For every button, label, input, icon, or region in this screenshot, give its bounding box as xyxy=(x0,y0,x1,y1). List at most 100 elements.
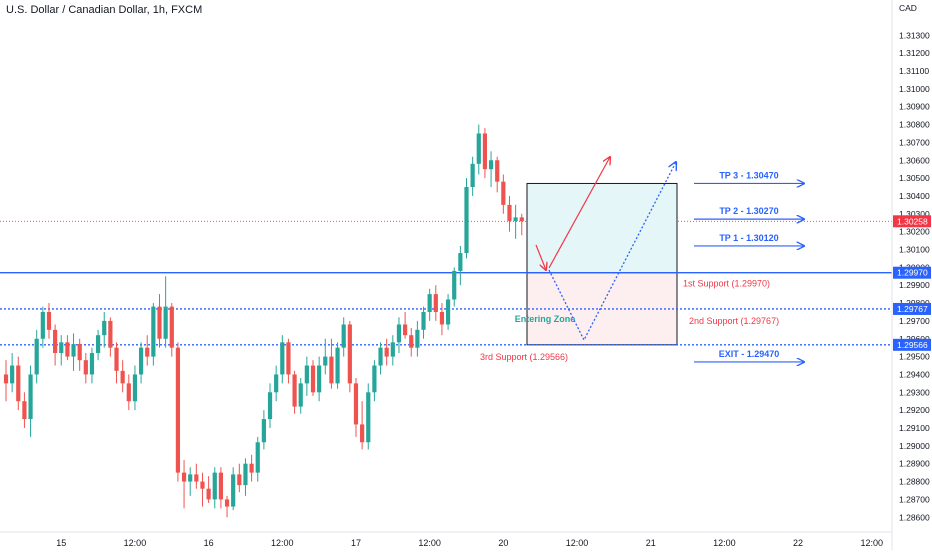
candle-body xyxy=(409,335,414,348)
candle xyxy=(102,311,107,348)
candle-body xyxy=(323,356,328,366)
candle xyxy=(34,329,39,384)
candle xyxy=(433,285,438,321)
candle-body xyxy=(433,294,438,312)
candle-body xyxy=(114,347,119,371)
candle xyxy=(317,356,322,402)
candle-body xyxy=(243,463,248,486)
price-axis: CAD 1.31300 1.31200 1.31100 1.31000 1.30900 1.… xyxy=(891,0,931,550)
candle xyxy=(28,365,33,437)
candle-body xyxy=(501,181,506,205)
candle-body xyxy=(163,306,168,339)
candle xyxy=(77,338,82,371)
candle xyxy=(3,360,9,402)
candle xyxy=(353,378,359,437)
candle xyxy=(267,383,273,428)
candle-body xyxy=(341,324,346,348)
candle xyxy=(261,410,266,450)
candle xyxy=(181,460,187,509)
candle-body xyxy=(102,320,107,336)
candle xyxy=(360,401,365,450)
candle xyxy=(65,335,70,361)
candle xyxy=(384,338,389,366)
candle-body xyxy=(445,299,451,325)
candle xyxy=(323,338,328,375)
candle xyxy=(89,347,95,384)
candle-body xyxy=(200,481,205,489)
candle xyxy=(169,303,174,357)
candle-body xyxy=(458,253,463,271)
price-tick-label: 1.31300 xyxy=(899,30,930,40)
candle-body xyxy=(292,374,297,407)
candle xyxy=(507,195,512,232)
time-tick-label: 12:00 xyxy=(713,538,736,548)
candle xyxy=(53,324,58,366)
price-tick-label: 1.30900 xyxy=(899,102,930,112)
candle xyxy=(366,383,371,450)
price-tick-label: 1.29900 xyxy=(899,280,930,290)
candle xyxy=(224,495,230,518)
candle xyxy=(132,365,138,411)
candle xyxy=(378,342,383,375)
candle xyxy=(212,467,217,509)
candle-body xyxy=(378,347,383,366)
price-tick-label: 1.29000 xyxy=(899,441,930,451)
time-tick-label: 12:00 xyxy=(566,538,589,548)
price-tick-label: 1.29700 xyxy=(899,316,930,326)
candle xyxy=(390,335,395,366)
chart-title: U.S. Dollar / Canadian Dollar, 1h, FXCM xyxy=(6,4,203,16)
time-tick-label: 12:00 xyxy=(418,538,441,548)
price-tick-label: 1.30100 xyxy=(899,245,930,255)
candle xyxy=(163,276,168,348)
plot-area: 1st Support (1.29970) 2nd Support (1.2976… xyxy=(0,124,892,518)
last-price-tag-bg xyxy=(893,215,931,228)
candle-body xyxy=(77,344,82,361)
price-tick-label: 1.30700 xyxy=(899,137,930,147)
time-tick-label: 12:00 xyxy=(271,538,294,548)
price-tick-label: 1.29400 xyxy=(899,369,930,379)
candle-body xyxy=(415,329,420,348)
candle xyxy=(280,335,285,384)
price-tick-label: 1.29100 xyxy=(899,423,930,433)
candle-body xyxy=(286,342,291,375)
candle-body xyxy=(157,306,162,339)
candle-body xyxy=(151,306,156,357)
candle-body xyxy=(71,344,76,357)
candle-body xyxy=(317,365,322,393)
target-label-tp1: TP 1 - 1.30120 xyxy=(719,233,778,243)
candle xyxy=(10,353,15,393)
candle-body xyxy=(96,335,101,354)
candle-body xyxy=(513,217,518,221)
last-price-tag: 1.30258 xyxy=(897,216,928,226)
candle-body xyxy=(34,338,39,375)
support-label-second_support: 2nd Support (1.29767) xyxy=(689,316,779,326)
candle xyxy=(341,317,346,357)
candle-body xyxy=(65,342,70,357)
candle xyxy=(335,342,340,389)
candle-body xyxy=(120,370,125,384)
price-tick-label: 1.31100 xyxy=(899,66,929,76)
price-tick-label: 1.28900 xyxy=(899,459,930,469)
axis-tag-first_support: 1.29970 xyxy=(897,268,928,278)
candle xyxy=(292,370,297,414)
candle xyxy=(488,151,494,188)
support-label-first_support: 1st Support (1.29970) xyxy=(683,279,770,289)
candle xyxy=(194,463,199,489)
price-tick-label: 1.31000 xyxy=(899,84,930,94)
candle-body xyxy=(304,365,309,384)
candle xyxy=(40,306,45,348)
candle-body xyxy=(28,374,33,420)
candle xyxy=(157,294,162,348)
time-tick-label: 16 xyxy=(204,538,214,548)
candle-body xyxy=(476,133,481,164)
candle xyxy=(200,472,205,507)
candle-body xyxy=(396,324,402,343)
candle-body xyxy=(280,342,285,375)
price-tick-label: 1.29200 xyxy=(899,405,930,415)
candle xyxy=(415,320,420,357)
candle xyxy=(445,294,451,330)
candle-body xyxy=(384,347,389,357)
candle xyxy=(274,365,279,402)
